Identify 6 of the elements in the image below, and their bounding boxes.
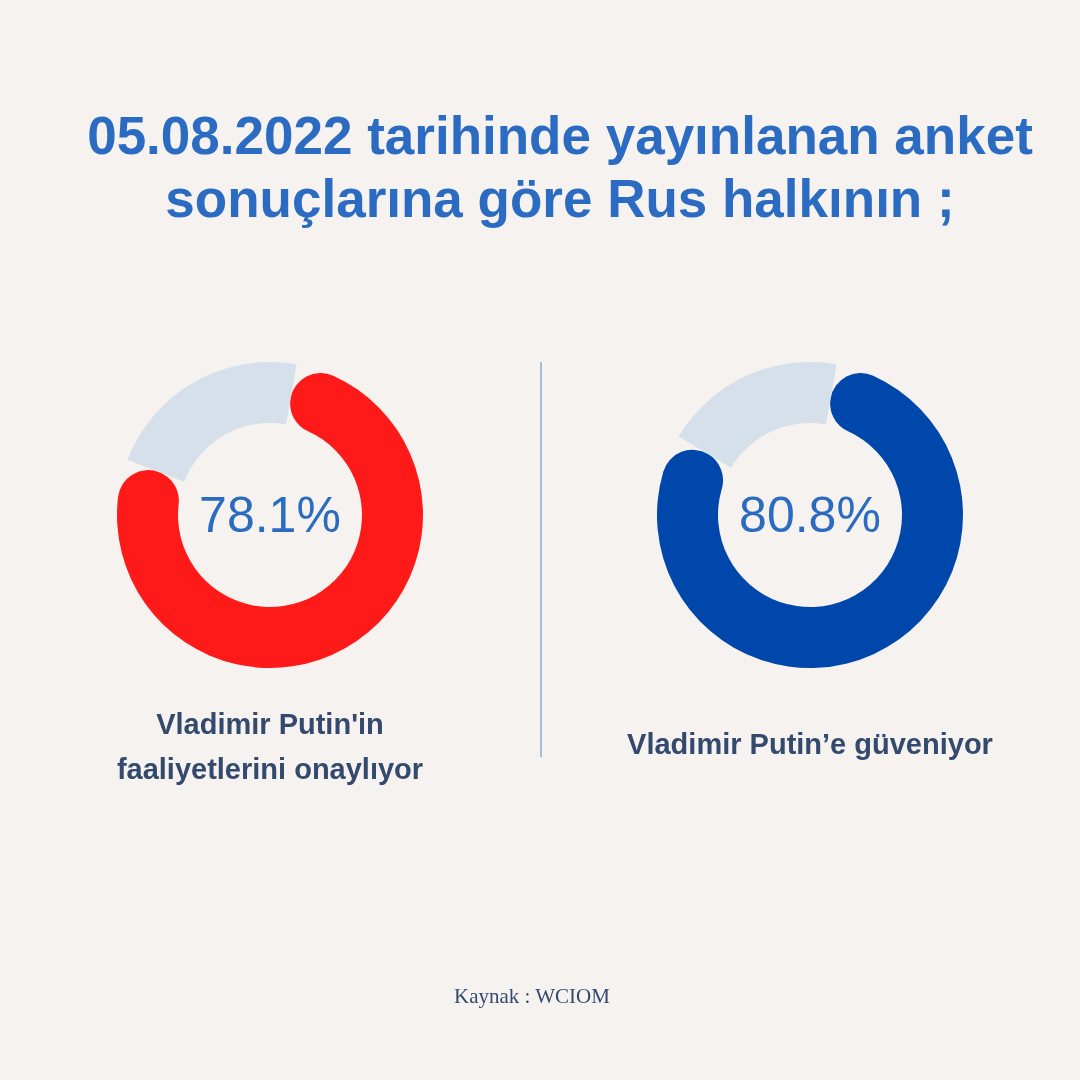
data-label: 78.1% [199,487,341,543]
text: 05.08.2022 tarihinde yayınlanan anket sonuçlarına göre Rus halkının ; [86,105,1034,230]
text: Vladimir Putin’e güveniyor [626,727,994,762]
data-label: 80.8% [739,487,881,543]
text: Kaynak : WCIOM [453,984,611,1009]
text: Vladimir Putin'in faaliyetlerini onaylıyor [115,707,425,787]
